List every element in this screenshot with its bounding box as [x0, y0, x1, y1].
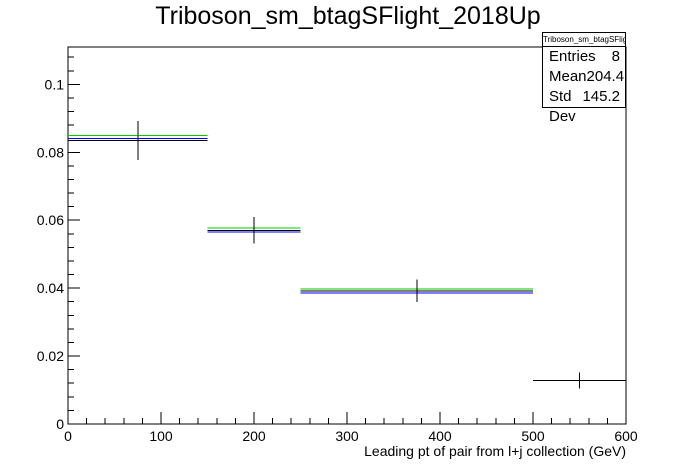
stats-label: Entries	[549, 48, 596, 65]
x-tick-label: 400	[428, 428, 452, 444]
y-tick-label: 0.02	[37, 348, 64, 364]
x-tick-label: 500	[521, 428, 545, 444]
y-tick-label: 0.06	[37, 212, 64, 228]
stats-value: 145.2	[582, 88, 620, 105]
stats-label: Mean	[549, 68, 587, 85]
chart-title: Triboson_sm_btagSFlight_2018Up	[155, 2, 541, 30]
x-tick-label: 600	[614, 428, 638, 444]
stats-value: 8	[611, 48, 620, 65]
x-axis-label: Leading pt of pair from l+j collection (…	[364, 443, 626, 459]
stats-box-title: Triboson_sm_btagSFlight_2018Up	[543, 33, 625, 47]
stats-box: Triboson_sm_btagSFlight_2018Up Entries 8…	[542, 32, 626, 125]
stats-label: Std Dev	[549, 88, 576, 125]
y-tick-label: 0.08	[37, 144, 64, 160]
x-tick-label: 0	[64, 428, 72, 444]
y-tick-label: 0	[56, 416, 64, 432]
y-tick-label: 0.1	[45, 76, 65, 92]
x-tick-label: 300	[335, 428, 359, 444]
x-tick-label: 200	[242, 428, 266, 444]
stats-value: 204.4	[586, 68, 625, 85]
stats-row-entries: Entries 8	[543, 47, 625, 67]
y-tick-label: 0.04	[37, 280, 64, 296]
stats-row-stddev: Std Dev 145.2	[543, 87, 625, 127]
stats-row-mean: Mean 204.4	[543, 67, 625, 87]
x-tick-label: 100	[149, 428, 173, 444]
